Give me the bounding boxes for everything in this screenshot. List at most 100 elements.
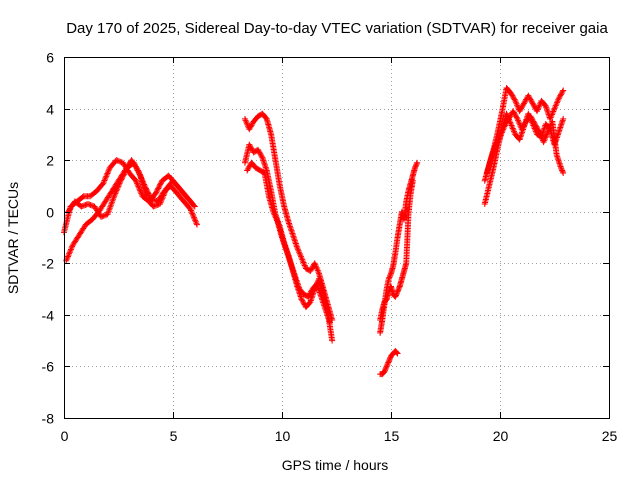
data-point-fill: [536, 102, 543, 109]
data-point-fill: [537, 131, 544, 138]
data-point-fill: [112, 190, 119, 197]
data-point: [394, 288, 401, 295]
data-point-fill: [541, 137, 548, 144]
data-point-fill: [295, 247, 302, 254]
data-point: [516, 108, 523, 115]
data-point-fill: [159, 193, 166, 200]
data-point-fill: [158, 196, 165, 203]
data-point-fill: [554, 98, 561, 105]
data-point: [492, 141, 499, 148]
data-point-fill: [510, 95, 517, 102]
data-point-fill: [258, 153, 265, 160]
data-point: [507, 121, 514, 128]
data-point: [385, 275, 392, 282]
data-point: [294, 244, 301, 251]
data-point-fill: [520, 122, 527, 129]
data-point-fill: [249, 121, 256, 128]
data-point-fill: [300, 259, 307, 266]
data-point: [298, 296, 305, 303]
data-point-fill: [308, 288, 315, 295]
data-point-fill: [158, 198, 165, 205]
data-point-fill: [530, 118, 537, 125]
data-point: [518, 126, 525, 133]
data-point-fill: [548, 112, 555, 119]
data-point-fill: [511, 129, 518, 136]
data-point: [514, 115, 521, 122]
data-point: [329, 337, 336, 344]
data-point-fill: [161, 189, 168, 196]
data-point-fill: [386, 274, 393, 281]
data-point-fill: [256, 149, 263, 156]
data-point-fill: [99, 213, 106, 220]
data-point-fill: [296, 250, 303, 257]
data-point-fill: [192, 218, 199, 225]
data-point-fill: [101, 212, 108, 219]
data-point-fill: [504, 117, 511, 124]
data-point-fill: [384, 362, 391, 369]
data-point-fill: [526, 95, 533, 102]
data-point-fill: [550, 108, 557, 115]
data-point-fill: [558, 166, 565, 173]
data-point-fill: [64, 254, 71, 261]
data-point-fill: [136, 171, 143, 178]
data-point: [98, 213, 105, 220]
data-point-fill: [543, 131, 550, 138]
data-point-fill: [157, 180, 164, 187]
data-point-fill: [297, 253, 304, 260]
data-point-fill: [535, 127, 542, 134]
data-point-fill: [118, 176, 125, 183]
data-point: [244, 167, 251, 174]
data-point-fill: [509, 92, 516, 99]
y-tick-label: 2: [46, 153, 54, 169]
data-point: [311, 260, 318, 267]
data-point-fill: [104, 170, 111, 177]
data-point: [497, 133, 503, 140]
data-point-fill: [88, 202, 95, 209]
data-point-fill: [511, 96, 518, 103]
data-point-fill: [65, 252, 72, 259]
data-point-fill: [535, 103, 542, 110]
data-point-fill: [550, 107, 557, 114]
data-point-fill: [112, 189, 119, 196]
data-point-fill: [529, 117, 536, 124]
data-point-fill: [396, 284, 403, 291]
data-point-fill: [395, 286, 402, 293]
data-point: [411, 164, 418, 171]
data-point: [527, 113, 534, 120]
data-point-fill: [68, 245, 75, 252]
data-point-fill: [387, 271, 394, 278]
data-point-fill: [247, 142, 254, 149]
data-point: [326, 319, 333, 326]
data-point-fill: [103, 171, 110, 178]
data-point-fill: [413, 162, 420, 169]
data-point-fill: [516, 121, 523, 128]
data-point-fill: [247, 124, 254, 131]
data-point-fill: [386, 356, 393, 363]
data-point: [534, 108, 541, 115]
data-point-fill: [245, 164, 252, 171]
data-point-fill: [159, 195, 166, 202]
data-point: [385, 358, 392, 365]
data-point: [414, 159, 421, 166]
data-point: [560, 170, 567, 177]
data-point-fill: [521, 121, 528, 128]
data-point-fill: [273, 216, 280, 223]
data-point-fill: [79, 203, 86, 210]
data-point-fill: [553, 101, 560, 108]
data-point-fill: [300, 300, 307, 307]
data-point: [531, 121, 538, 128]
data-point-fill: [299, 258, 306, 265]
data-point-fill: [528, 114, 535, 121]
data-point-fill: [558, 91, 565, 98]
data-point-fill: [135, 183, 142, 190]
data-point-fill: [536, 130, 543, 137]
data-point-fill: [531, 102, 538, 109]
data-point-fill: [559, 167, 566, 174]
data-point-fill: [494, 137, 501, 144]
data-point-fill: [500, 126, 507, 133]
data-point: [558, 164, 565, 171]
data-point-fill: [67, 247, 74, 254]
data-point-fill: [386, 355, 393, 362]
y-tick-label: 6: [46, 50, 54, 66]
data-point-fill: [131, 161, 138, 168]
